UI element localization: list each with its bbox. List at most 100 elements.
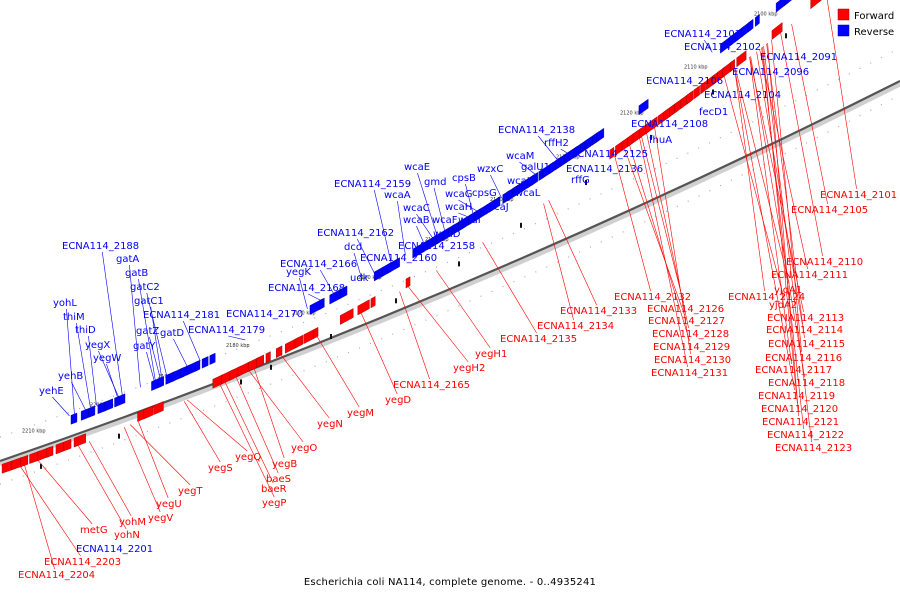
- ruler-label: 2160 kbp: [358, 275, 382, 281]
- reverse-gene-label: yehB: [58, 371, 83, 382]
- gene-feature: [63, 438, 72, 452]
- leader-line: [106, 363, 118, 397]
- leader-line: [319, 269, 335, 295]
- ruler-label: 2110 kbp: [684, 64, 708, 70]
- reverse-gene-label: wcaM: [506, 151, 534, 162]
- gene-feature: [609, 146, 615, 160]
- tick-mark: [712, 89, 714, 95]
- leader-line: [629, 145, 690, 342]
- gene-feature: [104, 398, 114, 412]
- reverse-gene-label: ECNA114_2162: [317, 228, 394, 239]
- leader-line: [761, 47, 804, 430]
- forward-gene-label: ECNA114_2114: [766, 325, 843, 336]
- leader-line: [66, 308, 75, 414]
- leader-line: [20, 466, 81, 557]
- gene-feature: [265, 351, 271, 364]
- leader-line: [490, 174, 502, 198]
- gene-feature: [736, 50, 747, 68]
- leader-line: [826, 0, 857, 190]
- gene-feature: [339, 285, 348, 299]
- forward-gene-label: ECNA114_2123: [775, 443, 852, 454]
- reverse-gene-label: yohL: [53, 298, 77, 309]
- forward-gene-label: ECNA114_2119: [758, 391, 835, 402]
- leader-line: [548, 200, 597, 306]
- leader-line: [399, 291, 430, 380]
- leader-line: [766, 43, 803, 325]
- leader-line: [183, 401, 221, 463]
- leader-line: [76, 322, 91, 408]
- tick-mark: [650, 134, 652, 140]
- gene-feature: [405, 276, 411, 289]
- gene-feature: [652, 116, 658, 130]
- reverse-gene-label: gatY: [133, 341, 156, 352]
- legend-forward-label: Forward: [854, 11, 894, 22]
- reverse-gene-label: yegX: [85, 340, 110, 351]
- forward-gene-label: yjdA2: [769, 300, 797, 311]
- gene-feature: [46, 445, 54, 458]
- reverse-gene-label: gatC1: [134, 296, 164, 307]
- leader-line: [308, 293, 323, 302]
- forward-gene-label: ECNA114_2113: [767, 313, 844, 324]
- reverse-gene-label: wzxC: [477, 164, 503, 175]
- forward-gene-label: yegQ: [235, 452, 261, 463]
- gene-feature: [771, 22, 783, 40]
- reverse-gene-label: ECNA114_2159: [334, 179, 411, 190]
- reverse-gene-label: ECNA114_2166: [280, 259, 357, 270]
- forward-gene-label: yegH1: [475, 349, 507, 360]
- forward-gene-label: yohN: [114, 530, 140, 541]
- reverse-gene-label: wcaL: [515, 188, 541, 199]
- forward-gene-label: ECNA114_2117: [755, 365, 832, 376]
- forward-gene-label: ECNA114_2118: [768, 378, 845, 389]
- reverse-gene-label: ECNA114_2102: [684, 42, 761, 53]
- forward-gene-label: baeR: [261, 484, 287, 495]
- tick-mark: [40, 463, 42, 469]
- forward-gene-label: yegN: [317, 419, 343, 430]
- leader-line: [641, 136, 684, 304]
- forward-gene-label: ECNA114_2124: [728, 292, 805, 303]
- forward-gene-label: yegV: [148, 513, 173, 524]
- leader-line: [416, 225, 425, 245]
- leader-line: [704, 39, 713, 53]
- forward-gene-label: yegP: [262, 498, 286, 509]
- gene-feature: [357, 299, 370, 316]
- leader-line: [353, 252, 363, 280]
- reverse-gene-label: ECNA114_2170: [226, 309, 303, 320]
- leader-line: [654, 127, 691, 355]
- leader-line: [763, 46, 812, 443]
- reverse-gene-label: rffG: [571, 175, 590, 186]
- leader-line: [316, 336, 360, 408]
- forward-gene-label: ECNA114_2101: [820, 190, 897, 201]
- leader-line: [436, 270, 491, 349]
- leader-line: [37, 460, 93, 525]
- leader-line: [299, 277, 308, 309]
- forward-gene-label: ECNA114_2115: [768, 339, 845, 350]
- forward-gene-label: ECNA114_2134: [537, 321, 614, 332]
- leader-line: [24, 465, 55, 570]
- reverse-gene-label: wcaB: [403, 215, 430, 226]
- leader-line: [146, 351, 155, 382]
- leader-line: [52, 396, 70, 417]
- gene-feature: [20, 454, 29, 468]
- legend-reverse-label: Reverse: [854, 27, 894, 38]
- leader-line: [138, 278, 156, 381]
- forward-gene-label: yegM: [347, 408, 374, 419]
- reverse-gene-label: gatC2: [130, 282, 160, 293]
- ruler-label: 2170 kbp: [292, 310, 316, 316]
- gene-feature: [489, 199, 496, 213]
- leader-line: [408, 286, 469, 363]
- reverse-gene-label: ECNA114_2096: [732, 67, 809, 78]
- leader-line: [146, 292, 168, 377]
- forward-gene-label: ECNA114_2204: [18, 570, 95, 581]
- gene-feature: [114, 393, 126, 408]
- reverse-gene-label: ECNA114_2188: [62, 241, 139, 252]
- reverse-gene-label: ECNA114_2108: [631, 119, 708, 130]
- leader-line: [780, 32, 823, 257]
- reverse-gene-label: thiD: [75, 325, 96, 336]
- reverse-gene-label: gatZ: [136, 326, 159, 337]
- reverse-gene-label: ECNA114_2136: [566, 164, 643, 175]
- leader-line: [88, 335, 97, 406]
- forward-gene-label: ECNA114_2132: [614, 292, 691, 303]
- gene-feature: [209, 352, 216, 365]
- leader-line: [248, 370, 304, 443]
